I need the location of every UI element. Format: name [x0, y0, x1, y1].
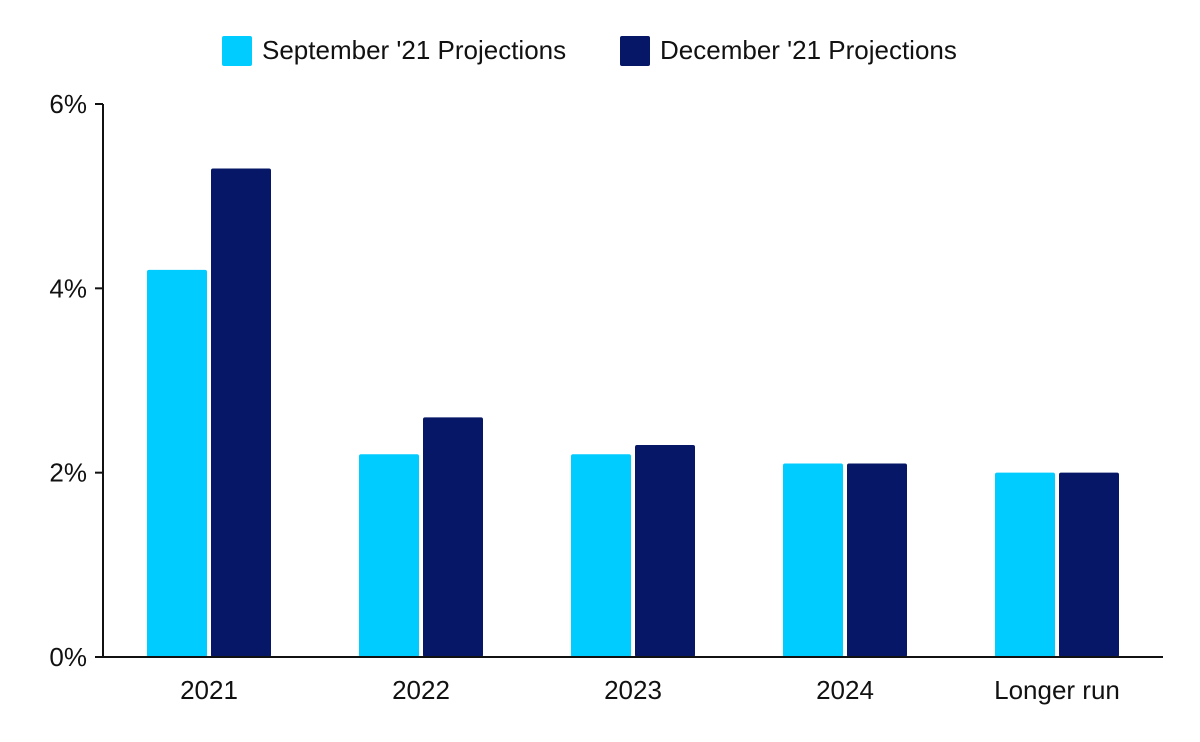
x-tick-label: Longer run [994, 675, 1120, 705]
x-tick-label: 2021 [180, 675, 238, 705]
x-tick-label: 2024 [816, 675, 874, 705]
legend-swatch [222, 36, 252, 66]
legend: September '21 Projections December '21 Pr… [222, 35, 957, 66]
bar-september-1 [359, 454, 419, 657]
y-tick-label: 6% [49, 89, 87, 119]
bar-september-3 [783, 463, 843, 657]
bar-september-4 [995, 472, 1055, 657]
bar-december-4 [1059, 472, 1119, 657]
bar-december-2 [635, 445, 695, 657]
bar-september-0 [147, 269, 207, 657]
legend-label: September '21 Projections [262, 35, 566, 65]
x-tick-label: 2023 [604, 675, 662, 705]
bar-december-0 [211, 168, 271, 657]
x-tick-label: 2022 [392, 675, 450, 705]
legend-label: December '21 Projections [660, 35, 957, 65]
x-axis-ticks: 2021 2022 2023 2024 Longer run [180, 675, 1120, 705]
bar-september-2 [571, 454, 631, 657]
bar-december-3 [847, 463, 907, 657]
bars [147, 168, 1119, 657]
bar-december-1 [423, 417, 483, 657]
y-tick-label: 2% [49, 458, 87, 488]
y-axis-ticks: 0% 2% 4% 6% [49, 89, 103, 672]
y-tick-label: 0% [49, 642, 87, 672]
legend-swatch [620, 36, 650, 66]
y-tick-label: 4% [49, 273, 87, 303]
